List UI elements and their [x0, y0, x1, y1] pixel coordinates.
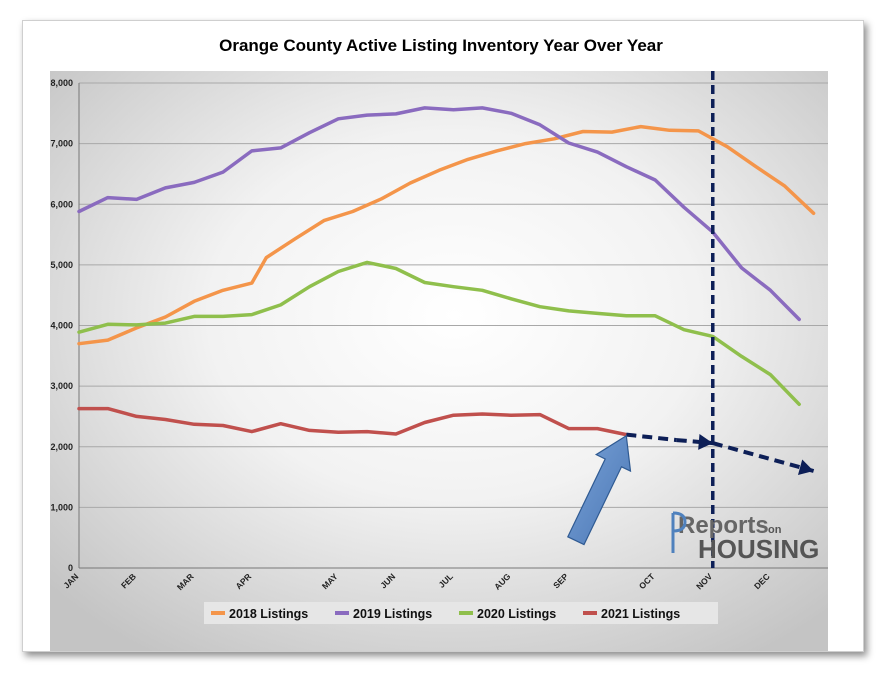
chart-frame: Orange County Active Listing Inventory Y… — [22, 20, 864, 652]
series-lines — [77, 106, 816, 437]
legend-label: 2018 Listings — [229, 607, 308, 621]
series-line — [77, 406, 629, 437]
y-tick-label: 8,000 — [50, 78, 73, 88]
projection-segment — [626, 432, 677, 443]
logo-house-icon — [671, 511, 687, 553]
legend-label: 2020 Listings — [477, 607, 556, 621]
y-tick-label: 0 — [68, 563, 73, 573]
series-line — [77, 106, 801, 322]
y-tick-label: 6,000 — [50, 199, 73, 209]
projection-segment — [712, 441, 815, 473]
y-tick-label: 4,000 — [50, 321, 73, 331]
projection-segment — [676, 438, 713, 446]
projection-arrowhead — [698, 433, 713, 450]
chart-title: Orange County Active Listing Inventory Y… — [219, 36, 663, 55]
plot-background — [50, 71, 828, 651]
y-tick-label: 7,000 — [50, 139, 73, 149]
y-tick-label: 1,000 — [50, 502, 73, 512]
legend-label: 2019 Listings — [353, 607, 432, 621]
logo-on-text: on — [768, 524, 782, 536]
logo-reports-text: Reports — [678, 512, 769, 539]
annotations — [566, 71, 815, 568]
annotation-arrow — [566, 434, 632, 546]
y-axis-ticks: 0 1,000 2,000 3,000 4,000 5,000 6,000 7,000 8,00… — [50, 78, 73, 573]
y-tick-label: 3,000 — [50, 381, 73, 391]
y-tick-label: 2,000 — [50, 442, 73, 452]
series-line — [77, 124, 816, 346]
legend: 2018 Listings 2019 Listings 2020 Listings 2… — [204, 602, 718, 624]
gridlines — [78, 82, 828, 569]
logo-housing-text: HOUSING — [698, 534, 819, 564]
projection-arrowhead — [797, 459, 814, 475]
series-line — [77, 260, 801, 407]
chart-svg: Orange County Active Listing Inventory Y… — [50, 36, 828, 651]
y-tick-label: 5,000 — [50, 260, 73, 270]
reports-on-housing-logo: Reports on HOUSING — [671, 511, 819, 564]
legend-label: 2021 Listings — [601, 607, 680, 621]
